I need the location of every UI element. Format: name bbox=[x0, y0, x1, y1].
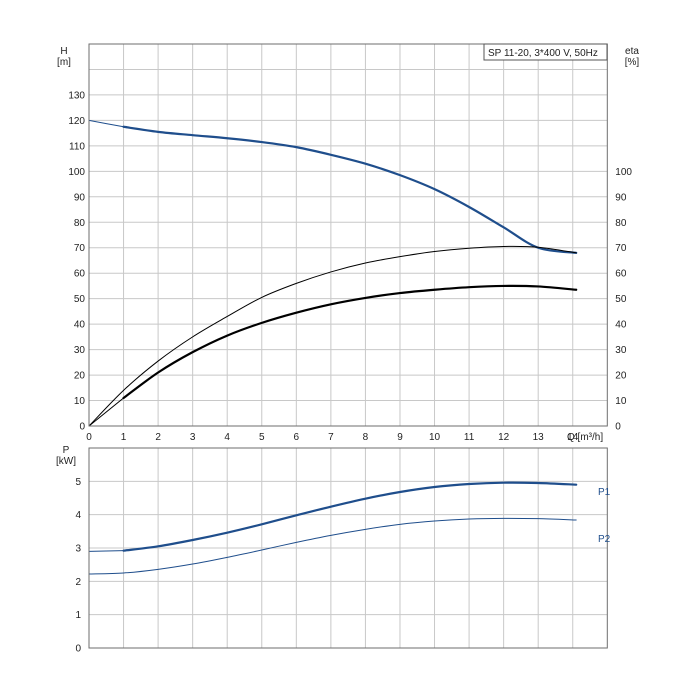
y-right-axis-label: eta bbox=[625, 46, 639, 57]
top-grid bbox=[89, 44, 608, 426]
y-left-tick-label: 120 bbox=[68, 116, 85, 127]
power-axis-unit: [kW] bbox=[56, 456, 76, 467]
y-left-tick-label: 50 bbox=[74, 294, 86, 305]
y-left-tick-label: 70 bbox=[74, 243, 86, 254]
bottom-grid bbox=[89, 448, 608, 648]
y-right-tick-label: 0 bbox=[615, 422, 621, 433]
y-left-tick-label: 100 bbox=[68, 167, 85, 178]
y-right-tick-label: 90 bbox=[615, 192, 627, 203]
top-plot-frame bbox=[88, 43, 608, 427]
y-left-tick-label: 10 bbox=[74, 396, 86, 407]
y-left-tick-label: 30 bbox=[74, 345, 86, 356]
legend-box bbox=[483, 43, 608, 61]
p1-curve-label: P1 bbox=[598, 487, 611, 498]
x-tick-label: 9 bbox=[397, 432, 403, 443]
y-right-tick-label: 70 bbox=[615, 243, 627, 254]
y-right-tick-label: 10 bbox=[615, 396, 627, 407]
y-left-tick-label: 60 bbox=[74, 269, 86, 280]
x-tick-label: 1 bbox=[121, 432, 127, 443]
curve-H bbox=[122, 125, 578, 254]
power-tick-label: 1 bbox=[75, 610, 81, 621]
power-tick-label: 3 bbox=[75, 544, 81, 555]
curve-P1 bbox=[122, 481, 578, 552]
y-left-tick-label: 0 bbox=[79, 422, 85, 433]
x-tick-label: 12 bbox=[498, 432, 510, 443]
x-tick-label: 8 bbox=[363, 432, 369, 443]
top-tick-labels: 0 1 2 3 4 5 6 7 8 9 10 11 12 13 1401020304050607080901… bbox=[68, 90, 632, 443]
x-tick-label: 7 bbox=[328, 432, 334, 443]
x-tick-label: 5 bbox=[259, 432, 265, 443]
p2-curve-label: P2 bbox=[598, 534, 611, 545]
power-axis-label: P bbox=[63, 445, 70, 456]
y-left-tick-label: 110 bbox=[69, 141, 85, 152]
bottom-tick-labels: 0 1 2 3 4 5 bbox=[75, 477, 81, 655]
x-tick-label: 0 bbox=[86, 432, 92, 443]
y-right-tick-label: 60 bbox=[615, 269, 627, 280]
x-tick-label: 13 bbox=[533, 432, 545, 443]
x-tick-label: 2 bbox=[155, 432, 161, 443]
curve-eta_bold_extension bbox=[88, 397, 125, 427]
x-tick-label: 14 bbox=[567, 432, 579, 443]
bottom-plot-frame bbox=[88, 447, 608, 649]
power-panel: 0 1 2 3 4 5 P [kW] P1 P2 bbox=[56, 445, 611, 655]
y-left-tick-label: 20 bbox=[74, 371, 86, 382]
power-tick-label: 5 bbox=[75, 477, 81, 488]
y-left-tick-label: 90 bbox=[74, 192, 86, 203]
head-efficiency-panel: 0 1 2 3 4 5 6 7 8 9 10 11 12 13 1401020304050607080901… bbox=[57, 43, 640, 443]
y-left-axis-label: H bbox=[60, 46, 67, 57]
y-right-axis-unit: [%] bbox=[625, 57, 640, 68]
power-tick-label: 0 bbox=[75, 644, 81, 655]
power-tick-label: 4 bbox=[75, 510, 81, 521]
top-curves bbox=[88, 119, 578, 427]
curve-P2 bbox=[88, 517, 577, 575]
x-tick-label: 3 bbox=[190, 432, 196, 443]
y-right-tick-label: 100 bbox=[615, 167, 632, 178]
power-tick-label: 2 bbox=[75, 577, 81, 588]
y-right-tick-label: 20 bbox=[615, 371, 627, 382]
y-left-axis-unit: [m] bbox=[57, 57, 71, 68]
x-tick-label: 11 bbox=[464, 432, 475, 443]
y-right-tick-label: 80 bbox=[615, 218, 627, 229]
x-tick-label: 4 bbox=[224, 432, 230, 443]
curve-eta_thin bbox=[88, 245, 577, 427]
x-tick-label: 10 bbox=[429, 432, 441, 443]
y-left-tick-label: 130 bbox=[68, 90, 85, 101]
bottom-curves bbox=[88, 481, 578, 575]
x-axis-label: Q [m³/h] bbox=[567, 432, 603, 443]
y-right-tick-label: 40 bbox=[615, 320, 627, 331]
y-left-tick-label: 80 bbox=[74, 218, 86, 229]
curve-H_extension bbox=[88, 119, 125, 128]
curve-P1_extension bbox=[88, 550, 125, 552]
y-right-tick-label: 30 bbox=[615, 345, 627, 356]
y-left-tick-label: 40 bbox=[74, 320, 86, 331]
y-right-tick-label: 50 bbox=[615, 294, 627, 305]
curve-eta_bold bbox=[122, 284, 578, 400]
x-tick-label: 6 bbox=[294, 432, 300, 443]
legend-text: SP 11-20, 3*400 V, 50Hz bbox=[488, 48, 598, 59]
